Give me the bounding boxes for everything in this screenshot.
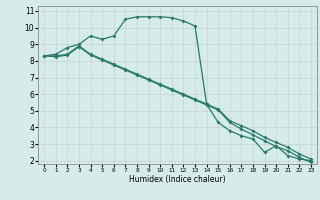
X-axis label: Humidex (Indice chaleur): Humidex (Indice chaleur) (129, 175, 226, 184)
